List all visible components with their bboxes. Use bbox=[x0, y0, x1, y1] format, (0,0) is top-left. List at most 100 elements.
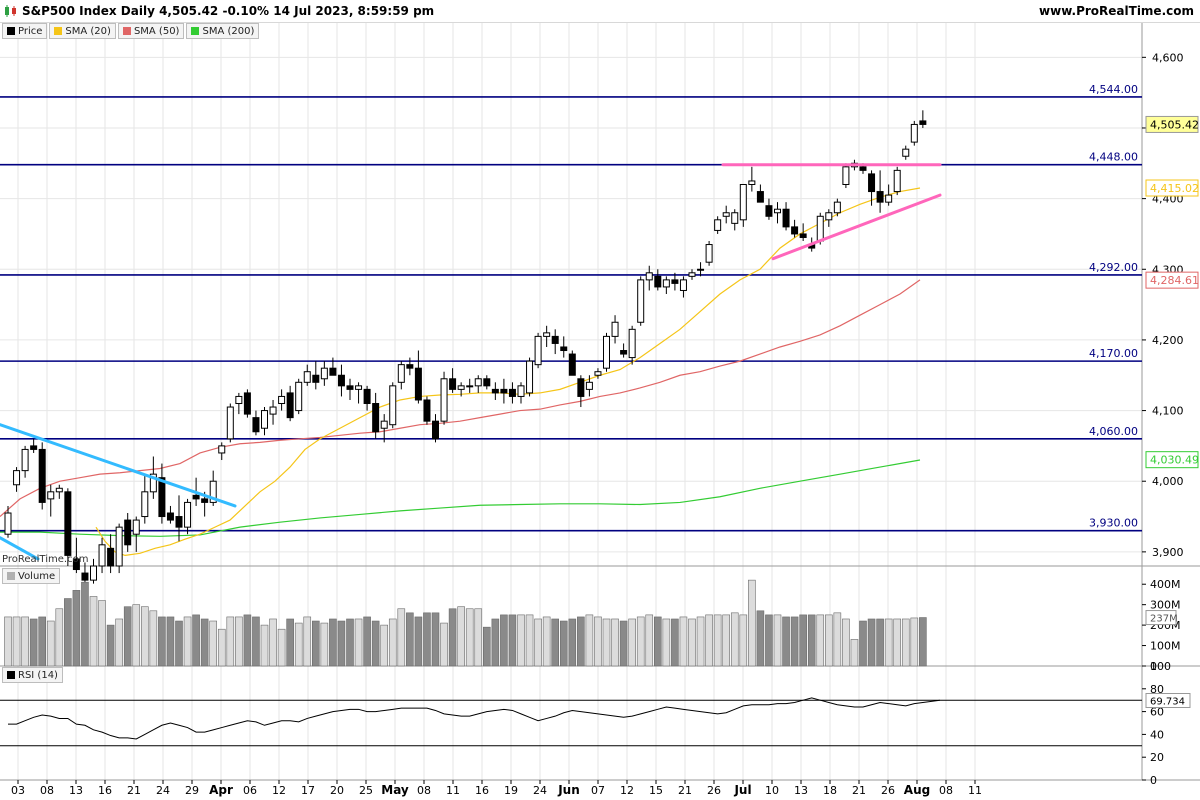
candle-up bbox=[714, 219, 722, 231]
volume-bar bbox=[748, 579, 756, 667]
candle-up bbox=[141, 491, 149, 518]
candle-up bbox=[235, 395, 243, 405]
time-tick-label: May bbox=[381, 783, 409, 797]
time-tick-label: 24 bbox=[156, 784, 170, 797]
candle-up bbox=[209, 480, 217, 503]
candle-up bbox=[517, 385, 525, 397]
volume-bar bbox=[901, 618, 910, 667]
volume-bar bbox=[645, 614, 654, 667]
volume-bar bbox=[765, 614, 773, 667]
volume-bar bbox=[183, 616, 192, 667]
candle-up bbox=[397, 364, 405, 383]
candle-down bbox=[329, 367, 337, 376]
volume-bar bbox=[209, 620, 217, 667]
volume-bar bbox=[123, 606, 132, 667]
candle-up bbox=[688, 272, 696, 277]
candle-up bbox=[731, 212, 739, 224]
current-price-badge bbox=[1145, 115, 1199, 133]
time-tick-label: 12 bbox=[620, 784, 634, 797]
volume-bar bbox=[303, 616, 312, 667]
indicator-value-label: 4,030.49 bbox=[1150, 454, 1199, 467]
candle-down bbox=[765, 205, 773, 217]
level-label: 4,170.00 bbox=[1089, 347, 1138, 360]
candle-down bbox=[577, 378, 585, 397]
legend-volume-label: Volume bbox=[18, 570, 56, 582]
candle-up bbox=[13, 470, 21, 486]
volume-bar bbox=[166, 616, 175, 667]
volume-bar bbox=[235, 616, 243, 667]
legend-volume[interactable]: Volume bbox=[2, 568, 61, 584]
volume-bar bbox=[269, 618, 277, 667]
volume-bar bbox=[551, 618, 560, 667]
candle-down bbox=[107, 547, 115, 567]
volume-bar bbox=[773, 614, 782, 667]
candlestick-icon[interactable] bbox=[4, 4, 18, 18]
volume-bar bbox=[611, 618, 619, 667]
indicator-value-badge bbox=[1145, 271, 1199, 289]
trendline bbox=[0, 536, 40, 561]
volume-bar bbox=[517, 614, 525, 667]
candle-down bbox=[252, 417, 260, 433]
candle-down bbox=[124, 519, 132, 546]
volume-bar bbox=[38, 616, 47, 667]
candle-down bbox=[791, 226, 799, 235]
price-legend: Price SMA (20) SMA (50) SMA (200) bbox=[2, 23, 260, 39]
candle-up bbox=[833, 201, 841, 214]
time-tick-label: 29 bbox=[185, 784, 199, 797]
candle-up bbox=[295, 381, 303, 412]
volume-bar bbox=[628, 618, 636, 667]
candle-up bbox=[816, 215, 824, 242]
legend-sma200[interactable]: SMA (200) bbox=[186, 23, 260, 39]
volume-bar bbox=[525, 614, 534, 667]
volume-current-label: 237M bbox=[1150, 614, 1178, 625]
candle-up bbox=[534, 335, 542, 366]
candle-down bbox=[312, 374, 320, 383]
level-label: 3,930.00 bbox=[1089, 517, 1138, 530]
candle-down bbox=[337, 374, 345, 387]
volume-bar bbox=[277, 628, 286, 667]
volume-bar bbox=[286, 618, 294, 667]
volume-bar bbox=[21, 616, 29, 667]
candle-down bbox=[859, 166, 867, 171]
volume-bar bbox=[329, 618, 337, 667]
volume-bar bbox=[884, 618, 893, 667]
volume-bar bbox=[696, 616, 705, 667]
legend-price[interactable]: Price bbox=[2, 23, 48, 39]
volume-bar bbox=[491, 618, 500, 667]
volume-bar bbox=[141, 606, 149, 667]
candle-down bbox=[166, 512, 174, 521]
volume-bar bbox=[756, 610, 765, 667]
candle-up bbox=[355, 385, 363, 390]
candle-up bbox=[21, 448, 29, 472]
candle-up bbox=[637, 279, 645, 323]
time-tick-label: Jul bbox=[733, 783, 751, 797]
volume-bar bbox=[679, 616, 688, 667]
candle-up bbox=[261, 410, 268, 429]
legend-rsi[interactable]: RSI (14) bbox=[2, 667, 63, 683]
volume-bar bbox=[12, 616, 21, 667]
sma50-swatch bbox=[122, 27, 131, 35]
candle-up bbox=[269, 406, 277, 415]
volume-bar bbox=[260, 624, 269, 667]
legend-sma20-label: SMA (20) bbox=[65, 25, 111, 37]
volume-bar bbox=[508, 614, 517, 667]
volume-bar bbox=[807, 614, 816, 667]
candle-down bbox=[508, 388, 516, 397]
legend-sma50[interactable]: SMA (50) bbox=[117, 23, 185, 39]
candle-down bbox=[671, 279, 679, 284]
volume-bar bbox=[320, 622, 329, 667]
legend-sma20[interactable]: SMA (20) bbox=[49, 23, 116, 39]
price-tick-label: 3,900 bbox=[1152, 546, 1184, 559]
candle-up bbox=[474, 378, 482, 387]
candle-up bbox=[115, 526, 123, 567]
volume-bar bbox=[559, 620, 568, 667]
volume-bar bbox=[149, 610, 158, 667]
volume-bar bbox=[158, 616, 166, 667]
candle-up bbox=[466, 385, 474, 388]
time-tick-label: 26 bbox=[881, 784, 895, 797]
volume-legend: Volume bbox=[2, 568, 61, 584]
volume-bar bbox=[115, 618, 123, 667]
price-tick-label: 4,000 bbox=[1152, 475, 1184, 488]
volume-bar bbox=[850, 639, 859, 667]
time-tick-label: Apr bbox=[209, 783, 233, 797]
